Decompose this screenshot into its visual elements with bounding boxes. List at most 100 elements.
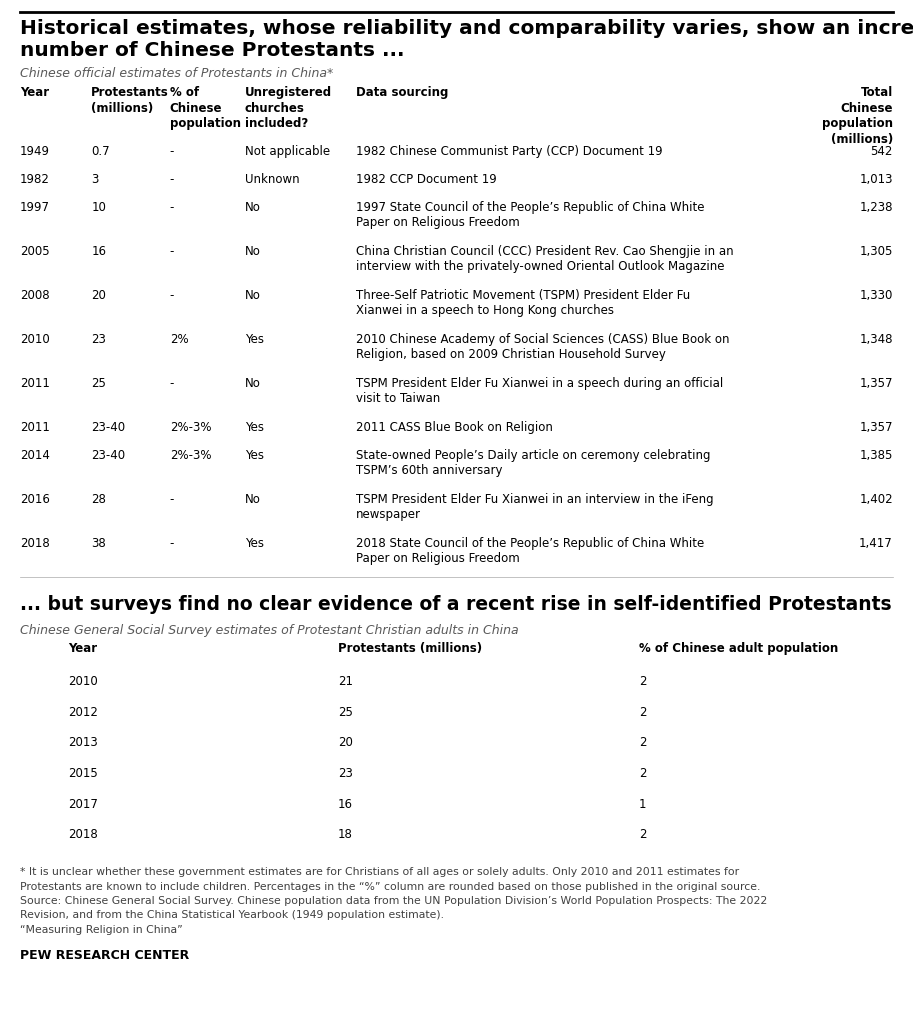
Text: 2011: 2011 (20, 377, 50, 390)
Text: % of Chinese adult population: % of Chinese adult population (639, 642, 838, 655)
Text: Revision, and from the China Statistical Yearbook (1949 population estimate).: Revision, and from the China Statistical… (20, 910, 444, 921)
Text: 2018: 2018 (20, 537, 50, 550)
Text: 1,305: 1,305 (859, 245, 893, 258)
Text: -: - (170, 201, 174, 214)
Text: -: - (170, 493, 174, 506)
Text: 1,357: 1,357 (859, 377, 893, 390)
Text: 20: 20 (91, 289, 106, 302)
Text: number of Chinese Protestants ...: number of Chinese Protestants ... (20, 41, 404, 60)
Text: 2012: 2012 (68, 706, 99, 719)
Text: 2016: 2016 (20, 493, 50, 506)
Text: -: - (170, 537, 174, 550)
Text: Year: Year (68, 642, 98, 655)
Text: 2011: 2011 (20, 421, 50, 434)
Text: 25: 25 (91, 377, 106, 390)
Text: 1,385: 1,385 (859, 449, 893, 462)
Text: PEW RESEARCH CENTER: PEW RESEARCH CENTER (20, 949, 189, 963)
Text: 2010: 2010 (68, 675, 99, 688)
Text: -: - (170, 377, 174, 390)
Text: 2018 State Council of the People’s Republic of China White
Paper on Religious Fr: 2018 State Council of the People’s Repub… (356, 537, 704, 565)
Text: Unregistered
churches
included?: Unregistered churches included? (245, 86, 331, 130)
Text: 2: 2 (639, 736, 646, 750)
Text: -: - (170, 245, 174, 258)
Text: 23-40: 23-40 (91, 449, 125, 462)
Text: 1,357: 1,357 (859, 421, 893, 434)
Text: 1949: 1949 (20, 145, 50, 159)
Text: 10: 10 (91, 201, 106, 214)
Text: 2: 2 (639, 706, 646, 719)
Text: Source: Chinese General Social Survey. Chinese population data from the UN Popul: Source: Chinese General Social Survey. C… (20, 896, 767, 906)
Text: Total
Chinese
population
(millions): Total Chinese population (millions) (822, 86, 893, 145)
Text: “Measuring Religion in China”: “Measuring Religion in China” (20, 925, 183, 935)
Text: Not applicable: Not applicable (245, 145, 330, 159)
Text: 2017: 2017 (68, 798, 99, 811)
Text: Year: Year (20, 86, 49, 99)
Text: No: No (245, 201, 260, 214)
Text: No: No (245, 245, 260, 258)
Text: 1997 State Council of the People’s Republic of China White
Paper on Religious Fr: 1997 State Council of the People’s Repub… (356, 201, 705, 229)
Text: No: No (245, 289, 260, 302)
Text: 1997: 1997 (20, 201, 50, 214)
Text: 2%-3%: 2%-3% (170, 421, 211, 434)
Text: % of
Chinese
population: % of Chinese population (170, 86, 241, 130)
Text: 23-40: 23-40 (91, 421, 125, 434)
Text: 20: 20 (338, 736, 352, 750)
Text: TSPM President Elder Fu Xianwei in an interview in the iFeng
newspaper: TSPM President Elder Fu Xianwei in an in… (356, 493, 714, 521)
Text: 2%-3%: 2%-3% (170, 449, 211, 462)
Text: 2013: 2013 (68, 736, 99, 750)
Text: 0.7: 0.7 (91, 145, 110, 159)
Text: 21: 21 (338, 675, 352, 688)
Text: Protestants are known to include children. Percentages in the “%” column are rou: Protestants are known to include childre… (20, 882, 761, 892)
Text: 38: 38 (91, 537, 106, 550)
Text: Data sourcing: Data sourcing (356, 86, 448, 99)
Text: Yes: Yes (245, 421, 264, 434)
Text: TSPM President Elder Fu Xianwei in a speech during an official
visit to Taiwan: TSPM President Elder Fu Xianwei in a spe… (356, 377, 723, 406)
Text: 1,348: 1,348 (859, 333, 893, 346)
Text: -: - (170, 173, 174, 186)
Text: No: No (245, 377, 260, 390)
Text: 2: 2 (639, 828, 646, 842)
Text: 1982 CCP Document 19: 1982 CCP Document 19 (356, 173, 497, 186)
Text: 1,330: 1,330 (859, 289, 893, 302)
Text: 16: 16 (91, 245, 106, 258)
Text: 1,238: 1,238 (859, 201, 893, 214)
Text: -: - (170, 289, 174, 302)
Text: 2008: 2008 (20, 289, 49, 302)
Text: Chinese official estimates of Protestants in China*: Chinese official estimates of Protestant… (20, 67, 333, 80)
Text: ... but surveys find no clear evidence of a recent rise in self-identified Prote: ... but surveys find no clear evidence o… (20, 595, 892, 614)
Text: 18: 18 (338, 828, 352, 842)
Text: 2010: 2010 (20, 333, 50, 346)
Text: 1,402: 1,402 (859, 493, 893, 506)
Text: 2%: 2% (170, 333, 188, 346)
Text: Protestants
(millions): Protestants (millions) (91, 86, 169, 115)
Text: -: - (170, 145, 174, 159)
Text: Yes: Yes (245, 537, 264, 550)
Text: Three-Self Patriotic Movement (TSPM) President Elder Fu
Xianwei in a speech to H: Three-Self Patriotic Movement (TSPM) Pre… (356, 289, 690, 317)
Text: Chinese General Social Survey estimates of Protestant Christian adults in China: Chinese General Social Survey estimates … (20, 624, 519, 637)
Text: 2011 CASS Blue Book on Religion: 2011 CASS Blue Book on Religion (356, 421, 553, 434)
Text: 1982: 1982 (20, 173, 50, 186)
Text: 2014: 2014 (20, 449, 50, 462)
Text: 2015: 2015 (68, 767, 99, 780)
Text: 2: 2 (639, 767, 646, 780)
Text: 1: 1 (639, 798, 646, 811)
Text: 1982 Chinese Communist Party (CCP) Document 19: 1982 Chinese Communist Party (CCP) Docum… (356, 145, 663, 159)
Text: 1,417: 1,417 (859, 537, 893, 550)
Text: 16: 16 (338, 798, 352, 811)
Text: Historical estimates, whose reliability and comparability varies, show an increa: Historical estimates, whose reliability … (20, 19, 913, 39)
Text: 23: 23 (338, 767, 352, 780)
Text: Unknown: Unknown (245, 173, 299, 186)
Text: 25: 25 (338, 706, 352, 719)
Text: 1,013: 1,013 (859, 173, 893, 186)
Text: 23: 23 (91, 333, 106, 346)
Text: State-owned People’s Daily article on ceremony celebrating
TSPM’s 60th anniversa: State-owned People’s Daily article on ce… (356, 449, 710, 477)
Text: 28: 28 (91, 493, 106, 506)
Text: Yes: Yes (245, 333, 264, 346)
Text: 542: 542 (870, 145, 893, 159)
Text: * It is unclear whether these government estimates are for Christians of all age: * It is unclear whether these government… (20, 867, 740, 878)
Text: 2010 Chinese Academy of Social Sciences (CASS) Blue Book on
Religion, based on 2: 2010 Chinese Academy of Social Sciences … (356, 333, 729, 361)
Text: Protestants (millions): Protestants (millions) (338, 642, 482, 655)
Text: China Christian Council (CCC) President Rev. Cao Shengjie in an
interview with t: China Christian Council (CCC) President … (356, 245, 734, 273)
Text: 2005: 2005 (20, 245, 49, 258)
Text: 2: 2 (639, 675, 646, 688)
